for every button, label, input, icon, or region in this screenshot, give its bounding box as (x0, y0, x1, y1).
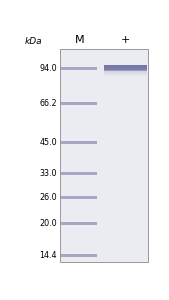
Bar (104, 73, 147, 74)
Text: 20.0: 20.0 (40, 219, 57, 228)
Bar (104, 64, 147, 65)
Bar (104, 71, 147, 72)
Bar (104, 77, 147, 78)
Bar (104, 72, 147, 73)
Bar (104, 67, 147, 68)
Bar (61, 254, 97, 257)
Text: +: + (121, 35, 130, 45)
Bar (61, 102, 97, 105)
Bar (104, 78, 147, 79)
Text: 26.0: 26.0 (40, 193, 57, 202)
Text: 14.4: 14.4 (40, 251, 57, 260)
Bar (61, 172, 97, 175)
Text: 45.0: 45.0 (40, 138, 57, 147)
Bar (104, 68, 147, 69)
Bar (104, 74, 147, 75)
Bar (61, 141, 97, 144)
Text: kDa: kDa (25, 38, 43, 46)
Bar (104, 79, 147, 80)
Bar (104, 78, 147, 79)
Bar (61, 49, 148, 262)
Text: 66.2: 66.2 (40, 99, 57, 108)
Bar (61, 222, 97, 225)
Bar (104, 76, 147, 77)
Bar (104, 65, 147, 66)
Bar (104, 70, 147, 71)
Bar (104, 69, 147, 70)
Bar (61, 67, 97, 70)
Text: 94.0: 94.0 (40, 64, 57, 73)
Text: M: M (75, 35, 84, 45)
Bar (104, 66, 147, 67)
Text: 33.0: 33.0 (40, 169, 57, 178)
Bar (104, 65, 147, 70)
Bar (104, 75, 147, 76)
Bar (61, 196, 97, 199)
